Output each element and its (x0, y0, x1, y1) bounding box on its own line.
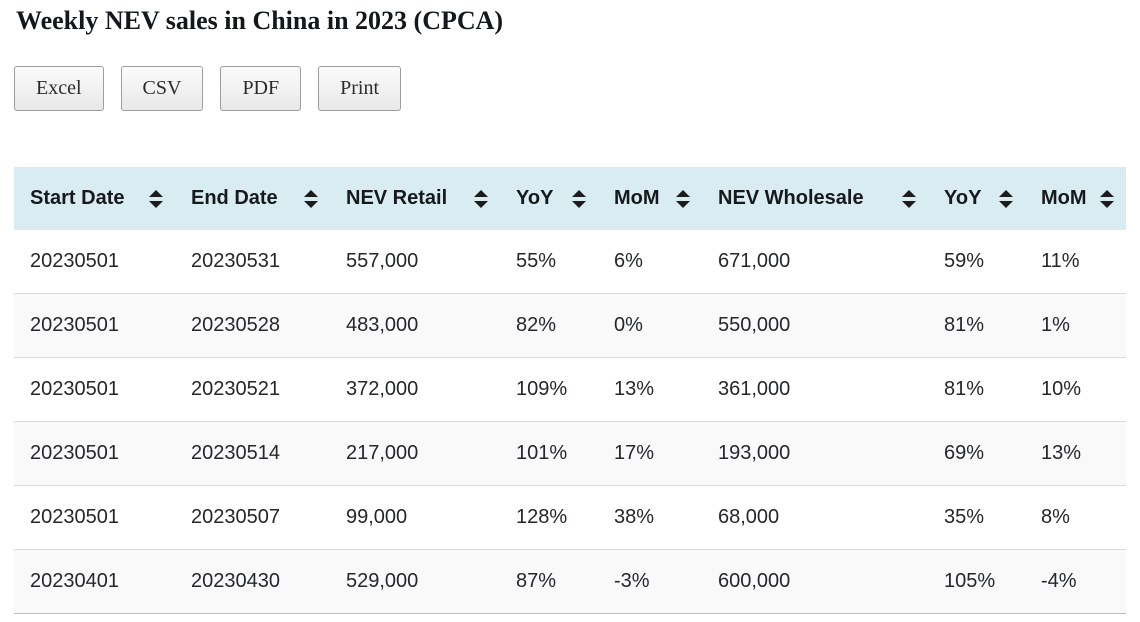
column-header-1-end-date[interactable]: End Date (175, 167, 330, 230)
sort-both-icon[interactable] (1100, 189, 1114, 208)
table-cell: 109% (516, 378, 568, 400)
table-cell: 1% (1041, 314, 1070, 336)
sort-both-icon[interactable] (304, 189, 318, 208)
sort-both-icon[interactable] (902, 189, 916, 208)
table-cell: 20230521 (191, 378, 280, 400)
table-row: 20230501 20230531 557,000 55% 6% 671,000 59% 11… (14, 230, 1126, 294)
table-header: Start Date End Date NEV Retail YoY MoM NEV Wh… (14, 167, 1126, 230)
table-cell: 0% (614, 314, 643, 336)
table-row: 20230501 20230521 372,000 109% 13% 361,000 81%… (14, 357, 1126, 422)
column-header-label: NEV Wholesale (718, 187, 864, 209)
table-row: 20230401 20230430 529,000 87% -3% 600,000 105%… (14, 549, 1126, 614)
table-cell: 11% (1041, 250, 1080, 272)
sort-both-icon[interactable] (149, 189, 163, 208)
pdf-button[interactable]: PDF (220, 66, 302, 111)
table-cell: 20230401 (30, 570, 119, 592)
table-row: 20230501 20230514 217,000 101% 17% 193,000 69%… (14, 421, 1126, 486)
column-header-7-mom[interactable]: MoM (1025, 167, 1126, 230)
table-cell: 20230501 (30, 314, 119, 336)
csv-button[interactable]: CSV (120, 66, 204, 111)
column-header-label: MoM (1041, 187, 1087, 209)
table-cell: 69% (944, 442, 985, 464)
column-header-3-yoy[interactable]: YoY (500, 167, 598, 230)
column-header-4-mom[interactable]: MoM (598, 167, 702, 230)
table-cell: 529,000 (346, 570, 419, 592)
table-cell: 20230514 (191, 442, 280, 464)
table-cell: 8% (1041, 506, 1070, 528)
table-cell: 20230531 (191, 250, 280, 272)
column-header-label: Start Date (30, 187, 125, 209)
table-cell: 557,000 (346, 250, 419, 272)
table-cell: 193,000 (718, 442, 791, 464)
table-cell: 20230507 (191, 506, 280, 528)
table-cell: 20230528 (191, 314, 280, 336)
table-cell: 128% (516, 506, 568, 528)
table-cell: 6% (614, 250, 643, 272)
table-cell: 35% (944, 506, 985, 528)
print-button[interactable]: Print (318, 66, 402, 111)
table-cell: 20230501 (30, 506, 119, 528)
table-row: 20230501 20230507 99,000 128% 38% 68,000 35% 8% (14, 485, 1126, 550)
table-cell: 483,000 (346, 314, 419, 336)
column-header-label: End Date (191, 187, 278, 209)
table-cell: 13% (614, 378, 655, 400)
column-header-label: YoY (944, 187, 982, 209)
column-header-label: YoY (516, 187, 554, 209)
table-cell: 87% (516, 570, 557, 592)
table-cell: 101% (516, 442, 568, 464)
sort-both-icon[interactable] (999, 189, 1013, 208)
table-cell: 10% (1041, 378, 1082, 400)
table-cell: 82% (516, 314, 557, 336)
table-cell: 81% (944, 378, 985, 400)
column-header-5-nev-wholesale[interactable]: NEV Wholesale (702, 167, 928, 230)
table-cell: 38% (614, 506, 655, 528)
table-cell: 600,000 (718, 570, 791, 592)
table-body: 20230501 20230531 557,000 55% 6% 671,000 59% 11… (14, 230, 1126, 614)
table-cell: 13% (1041, 442, 1082, 464)
table-row: 20230501 20230528 483,000 82% 0% 550,000 81% 1% (14, 293, 1126, 358)
table-cell: 20230501 (30, 250, 119, 272)
column-header-6-yoy[interactable]: YoY (928, 167, 1025, 230)
table-cell: 361,000 (718, 378, 791, 400)
column-header-label: MoM (614, 187, 660, 209)
column-header-label: NEV Retail (346, 187, 448, 209)
table-cell: -3% (614, 570, 650, 592)
table-cell: 671,000 (718, 250, 791, 272)
sort-both-icon[interactable] (474, 189, 488, 208)
column-header-0-start-date[interactable]: Start Date (14, 167, 175, 230)
page-title: Weekly NEV sales in China in 2023 (CPCA) (16, 6, 504, 35)
sort-both-icon[interactable] (676, 189, 690, 208)
table-cell: 99,000 (346, 506, 408, 528)
excel-button[interactable]: Excel (14, 66, 104, 111)
export-toolbar: Excel CSV PDF Print (14, 66, 1126, 111)
table-cell: 20230501 (30, 378, 119, 400)
sort-both-icon[interactable] (572, 189, 586, 208)
table-cell: 105% (944, 570, 996, 592)
table-cell: -4% (1041, 570, 1077, 592)
table-header-row: Start Date End Date NEV Retail YoY MoM NEV Wh… (14, 167, 1126, 230)
table-cell: 20230430 (191, 570, 280, 592)
table-cell: 372,000 (346, 378, 419, 400)
table-cell: 81% (944, 314, 985, 336)
table-cell: 55% (516, 250, 557, 272)
table-cell: 17% (614, 442, 655, 464)
table-cell: 20230501 (30, 442, 119, 464)
nev-sales-table: Start Date End Date NEV Retail YoY MoM NEV Wh… (14, 167, 1126, 614)
table-cell: 550,000 (718, 314, 791, 336)
column-header-2-nev-retail[interactable]: NEV Retail (330, 167, 500, 230)
table-cell: 59% (944, 250, 985, 272)
table-cell: 68,000 (718, 506, 780, 528)
table-cell: 217,000 (346, 442, 419, 464)
